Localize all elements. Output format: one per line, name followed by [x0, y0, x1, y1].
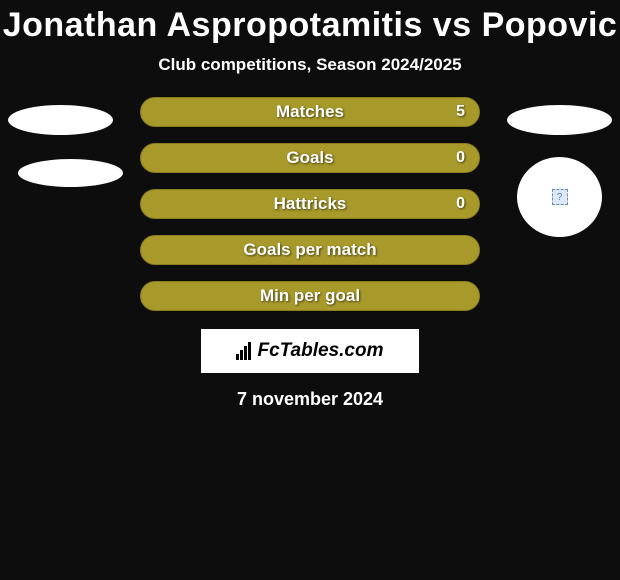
page-title: Jonathan Aspropotamitis vs Popovic: [0, 0, 620, 45]
generated-date: 7 november 2024: [0, 389, 620, 410]
stat-bar-hattricks: Hattricks 0: [140, 189, 480, 219]
player-right-circle: ?: [517, 157, 602, 237]
stat-bar-min-per-goal: Min per goal: [140, 281, 480, 311]
stat-bar-value: 0: [456, 195, 465, 213]
subtitle: Club competitions, Season 2024/2025: [0, 55, 620, 75]
stat-bar-goals-per-match: Goals per match: [140, 235, 480, 265]
stat-bar-value: 0: [456, 149, 465, 167]
stat-bar-label: Goals: [286, 148, 333, 168]
brand-chart-icon: [236, 342, 251, 360]
stat-bars: Matches 5 Goals 0 Hattricks 0 Goals per …: [140, 97, 480, 311]
stat-bar-label: Hattricks: [274, 194, 347, 214]
player-left-ellipse-1: [8, 105, 113, 135]
stat-bar-label: Matches: [276, 102, 344, 122]
player-left-ellipse-2: [18, 159, 123, 187]
stat-bar-matches: Matches 5: [140, 97, 480, 127]
image-placeholder-icon: ?: [552, 189, 568, 205]
brand-box: FcTables.com: [201, 329, 419, 373]
comparison-content: ? Matches 5 Goals 0 Hattricks 0 Goals pe…: [0, 97, 620, 410]
player-right-ellipse-1: [507, 105, 612, 135]
stat-bar-goals: Goals 0: [140, 143, 480, 173]
brand-text: FcTables.com: [257, 340, 383, 362]
stat-bar-label: Min per goal: [260, 286, 360, 306]
stat-bar-label: Goals per match: [243, 240, 376, 260]
stat-bar-value: 5: [456, 103, 465, 121]
